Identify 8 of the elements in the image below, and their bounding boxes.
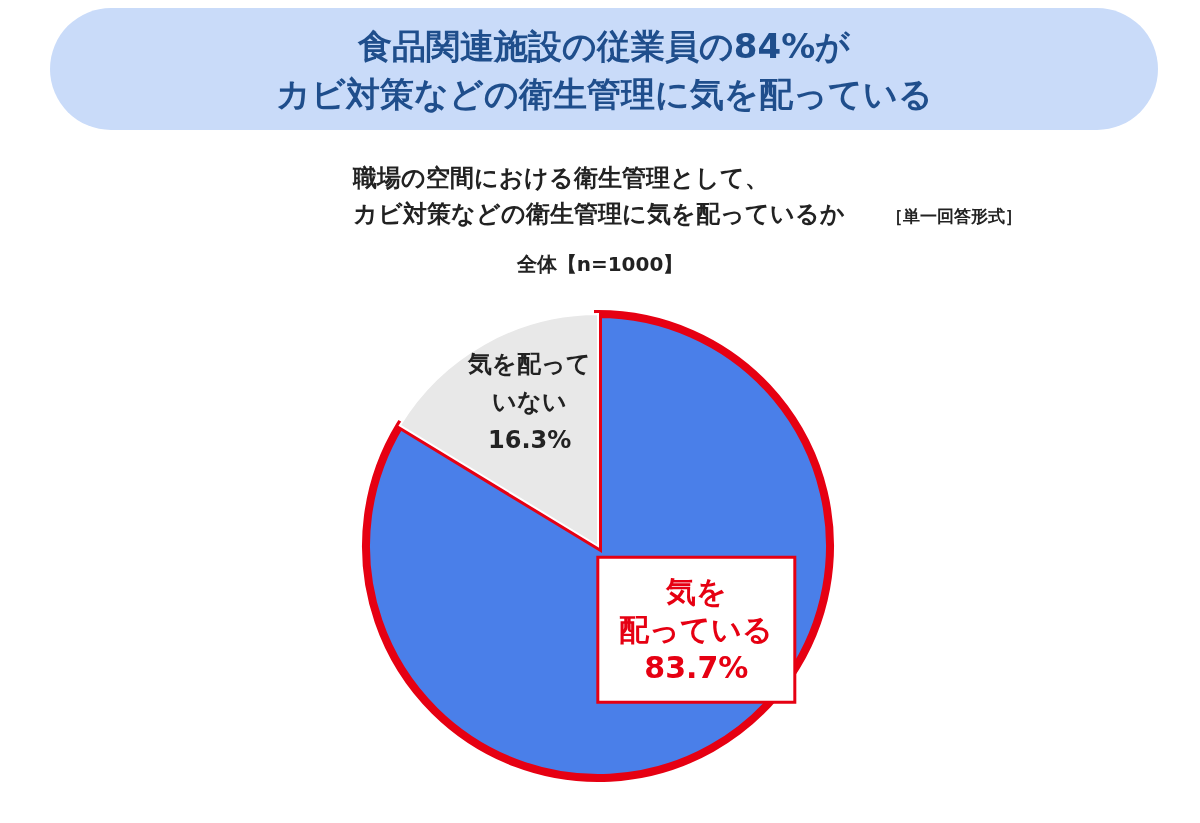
slice-label: 気を配っていない — [467, 350, 592, 417]
text: ［単一回答形式］ — [886, 206, 1022, 226]
text: 全体【n=1000】 — [515, 252, 684, 276]
chart-subtitle: 職場の空間における衛生管理として、カビ対策などの衛生管理に気を配っているか — [352, 164, 845, 228]
slice-label: 気を配っている — [619, 574, 774, 648]
data-label: 16.3% — [488, 426, 572, 455]
data-label: 83.7% — [644, 650, 749, 686]
chart-title: 食品関連施設の従業員の84%がカビ対策などの衛生管理に気を配っている — [275, 26, 933, 114]
